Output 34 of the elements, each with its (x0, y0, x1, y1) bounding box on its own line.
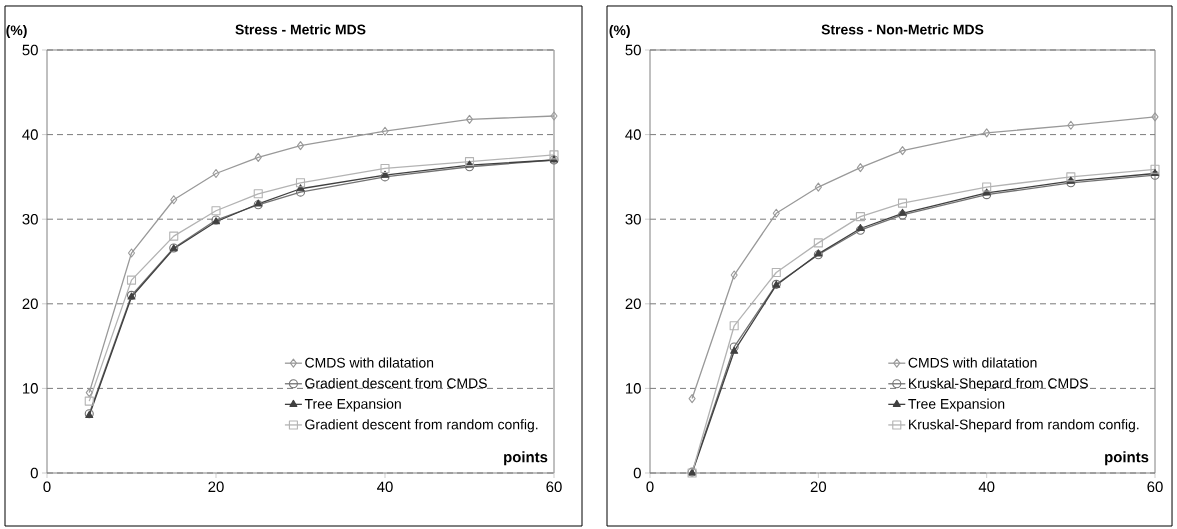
y-tick-label: 40 (625, 129, 641, 140)
x-tick-label: 20 (810, 481, 827, 493)
x-tick-label: 0 (43, 481, 51, 493)
chart-title: Stress - Metric MDS (235, 24, 366, 35)
legend-label: Kruskal-Shepard from random config. (909, 419, 1139, 433)
x-tick-label: 20 (208, 481, 224, 493)
x-tick-label: 60 (546, 481, 562, 493)
y-axis-title: (%) (6, 25, 27, 39)
y-tick-label: 0 (30, 467, 38, 479)
x-axis-title: points (504, 451, 548, 466)
x-axis-title: points (1105, 451, 1149, 466)
legend-label: Tree Expansion (304, 398, 401, 412)
y-axis-title: (%) (609, 25, 630, 39)
x-tick-label: 0 (646, 481, 654, 493)
x-tick-label: 40 (978, 481, 995, 493)
y-tick-label: 50 (625, 44, 641, 56)
legend-label: Gradient descent from random config. (305, 419, 538, 433)
x-tick-label: 40 (377, 481, 393, 493)
x-tick-label: 60 (1147, 481, 1163, 493)
chart-title: Stress - Non-Metric MDS (821, 24, 984, 35)
legend-label: Tree Expansion (908, 398, 1005, 412)
y-tick-label: 30 (22, 213, 38, 225)
y-tick-label: 10 (626, 383, 641, 394)
y-tick-label: 10 (23, 383, 38, 394)
legend-label: Kruskal-Shepard from CMDS (909, 377, 1088, 391)
y-tick-label: 20 (625, 298, 641, 310)
y-tick-label: 0 (633, 467, 641, 479)
y-tick-label: 40 (22, 129, 38, 140)
legend-label: CMDS with dilatation (305, 357, 434, 368)
y-tick-label: 30 (625, 213, 641, 225)
legend-label: CMDS with dilatation (908, 357, 1037, 368)
y-tick-label: 20 (22, 298, 38, 310)
legend-label: Gradient descent from CMDS (305, 377, 487, 389)
y-tick-label: 50 (22, 44, 38, 56)
